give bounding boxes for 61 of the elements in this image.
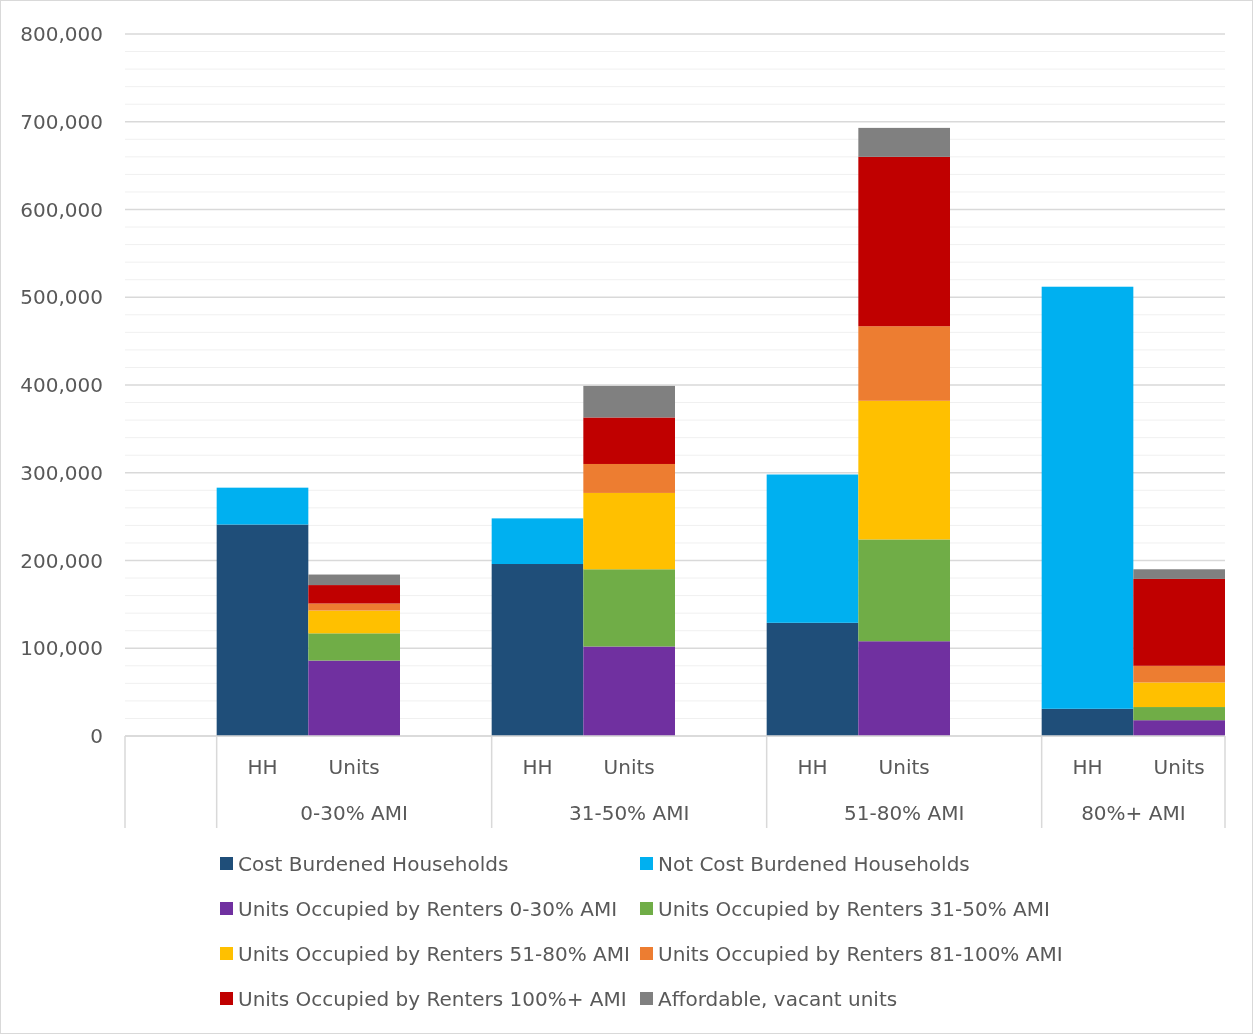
bar (1041, 708, 1134, 736)
y-tick-label: 700,000 (20, 109, 103, 134)
text: 0 (90, 724, 103, 748)
x-tick-label: Units (328, 755, 380, 779)
bar (583, 492, 675, 570)
bar (1133, 682, 1225, 708)
bar (583, 569, 675, 647)
y-tick-label: 600,000 (20, 197, 103, 222)
legend-label: Not Cost Burdened Households (658, 852, 970, 876)
bar (858, 156, 950, 327)
bar (1133, 720, 1225, 736)
x-tick-label: Units (1153, 755, 1205, 779)
bar (1133, 569, 1225, 579)
bar (858, 539, 950, 642)
bar (583, 646, 675, 736)
bar (308, 574, 400, 586)
bar (858, 326, 950, 401)
bar (858, 127, 950, 157)
x-tick-label: HH (1072, 755, 1103, 779)
bar (583, 463, 675, 493)
text: 51-80% AMI (844, 801, 965, 825)
bar (308, 603, 400, 611)
legend-label: Cost Burdened Households (238, 852, 509, 876)
y-tick-label: 500,000 (20, 285, 103, 310)
bar (1133, 665, 1225, 683)
x-tick-label: HH (522, 755, 553, 779)
y-tick-label: 400,000 (20, 373, 103, 397)
bar (583, 385, 675, 418)
x-tick-label: HH (247, 755, 278, 779)
bar (491, 564, 584, 736)
text: 80%+ AMI (1081, 801, 1186, 825)
legend-label: Units Occupied by Renters 0-30% AMI (238, 897, 618, 921)
legend-label: Units Occupied by Renters 51-80% AMI (238, 942, 630, 966)
bar (766, 474, 859, 623)
bar (1133, 707, 1225, 721)
legend-label: Units Occupied by Renters 81-100% AMI (658, 942, 1063, 966)
bar (216, 487, 309, 525)
bar (308, 610, 400, 634)
bar (308, 660, 400, 736)
bar (308, 585, 400, 604)
text: 0-30% AMI (300, 801, 408, 825)
text: 31-50% AMI (569, 801, 690, 825)
y-tick-label: 800,000 (20, 22, 103, 46)
bar (858, 400, 950, 540)
x-tick-label: Units (603, 755, 655, 779)
x-tick-label: Units (878, 755, 930, 779)
bar (1133, 578, 1225, 666)
bar (216, 524, 309, 736)
legend-label: Affordable, vacant units (658, 987, 898, 1011)
bar (1041, 286, 1134, 709)
y-tick-label: 300,000 (20, 460, 103, 485)
bar (308, 633, 400, 661)
legend-label: Units Occupied by Renters 31-50% AMI (658, 897, 1050, 921)
bar (858, 641, 950, 736)
bar (491, 518, 584, 565)
bar (766, 622, 859, 736)
legend-label: Units Occupied by Renters 100%+ AMI (238, 987, 627, 1011)
x-tick-label: HH (797, 755, 828, 779)
bar (583, 417, 675, 464)
y-tick-label: 100,000 (20, 636, 103, 661)
y-tick-label: 200,000 (20, 548, 103, 573)
